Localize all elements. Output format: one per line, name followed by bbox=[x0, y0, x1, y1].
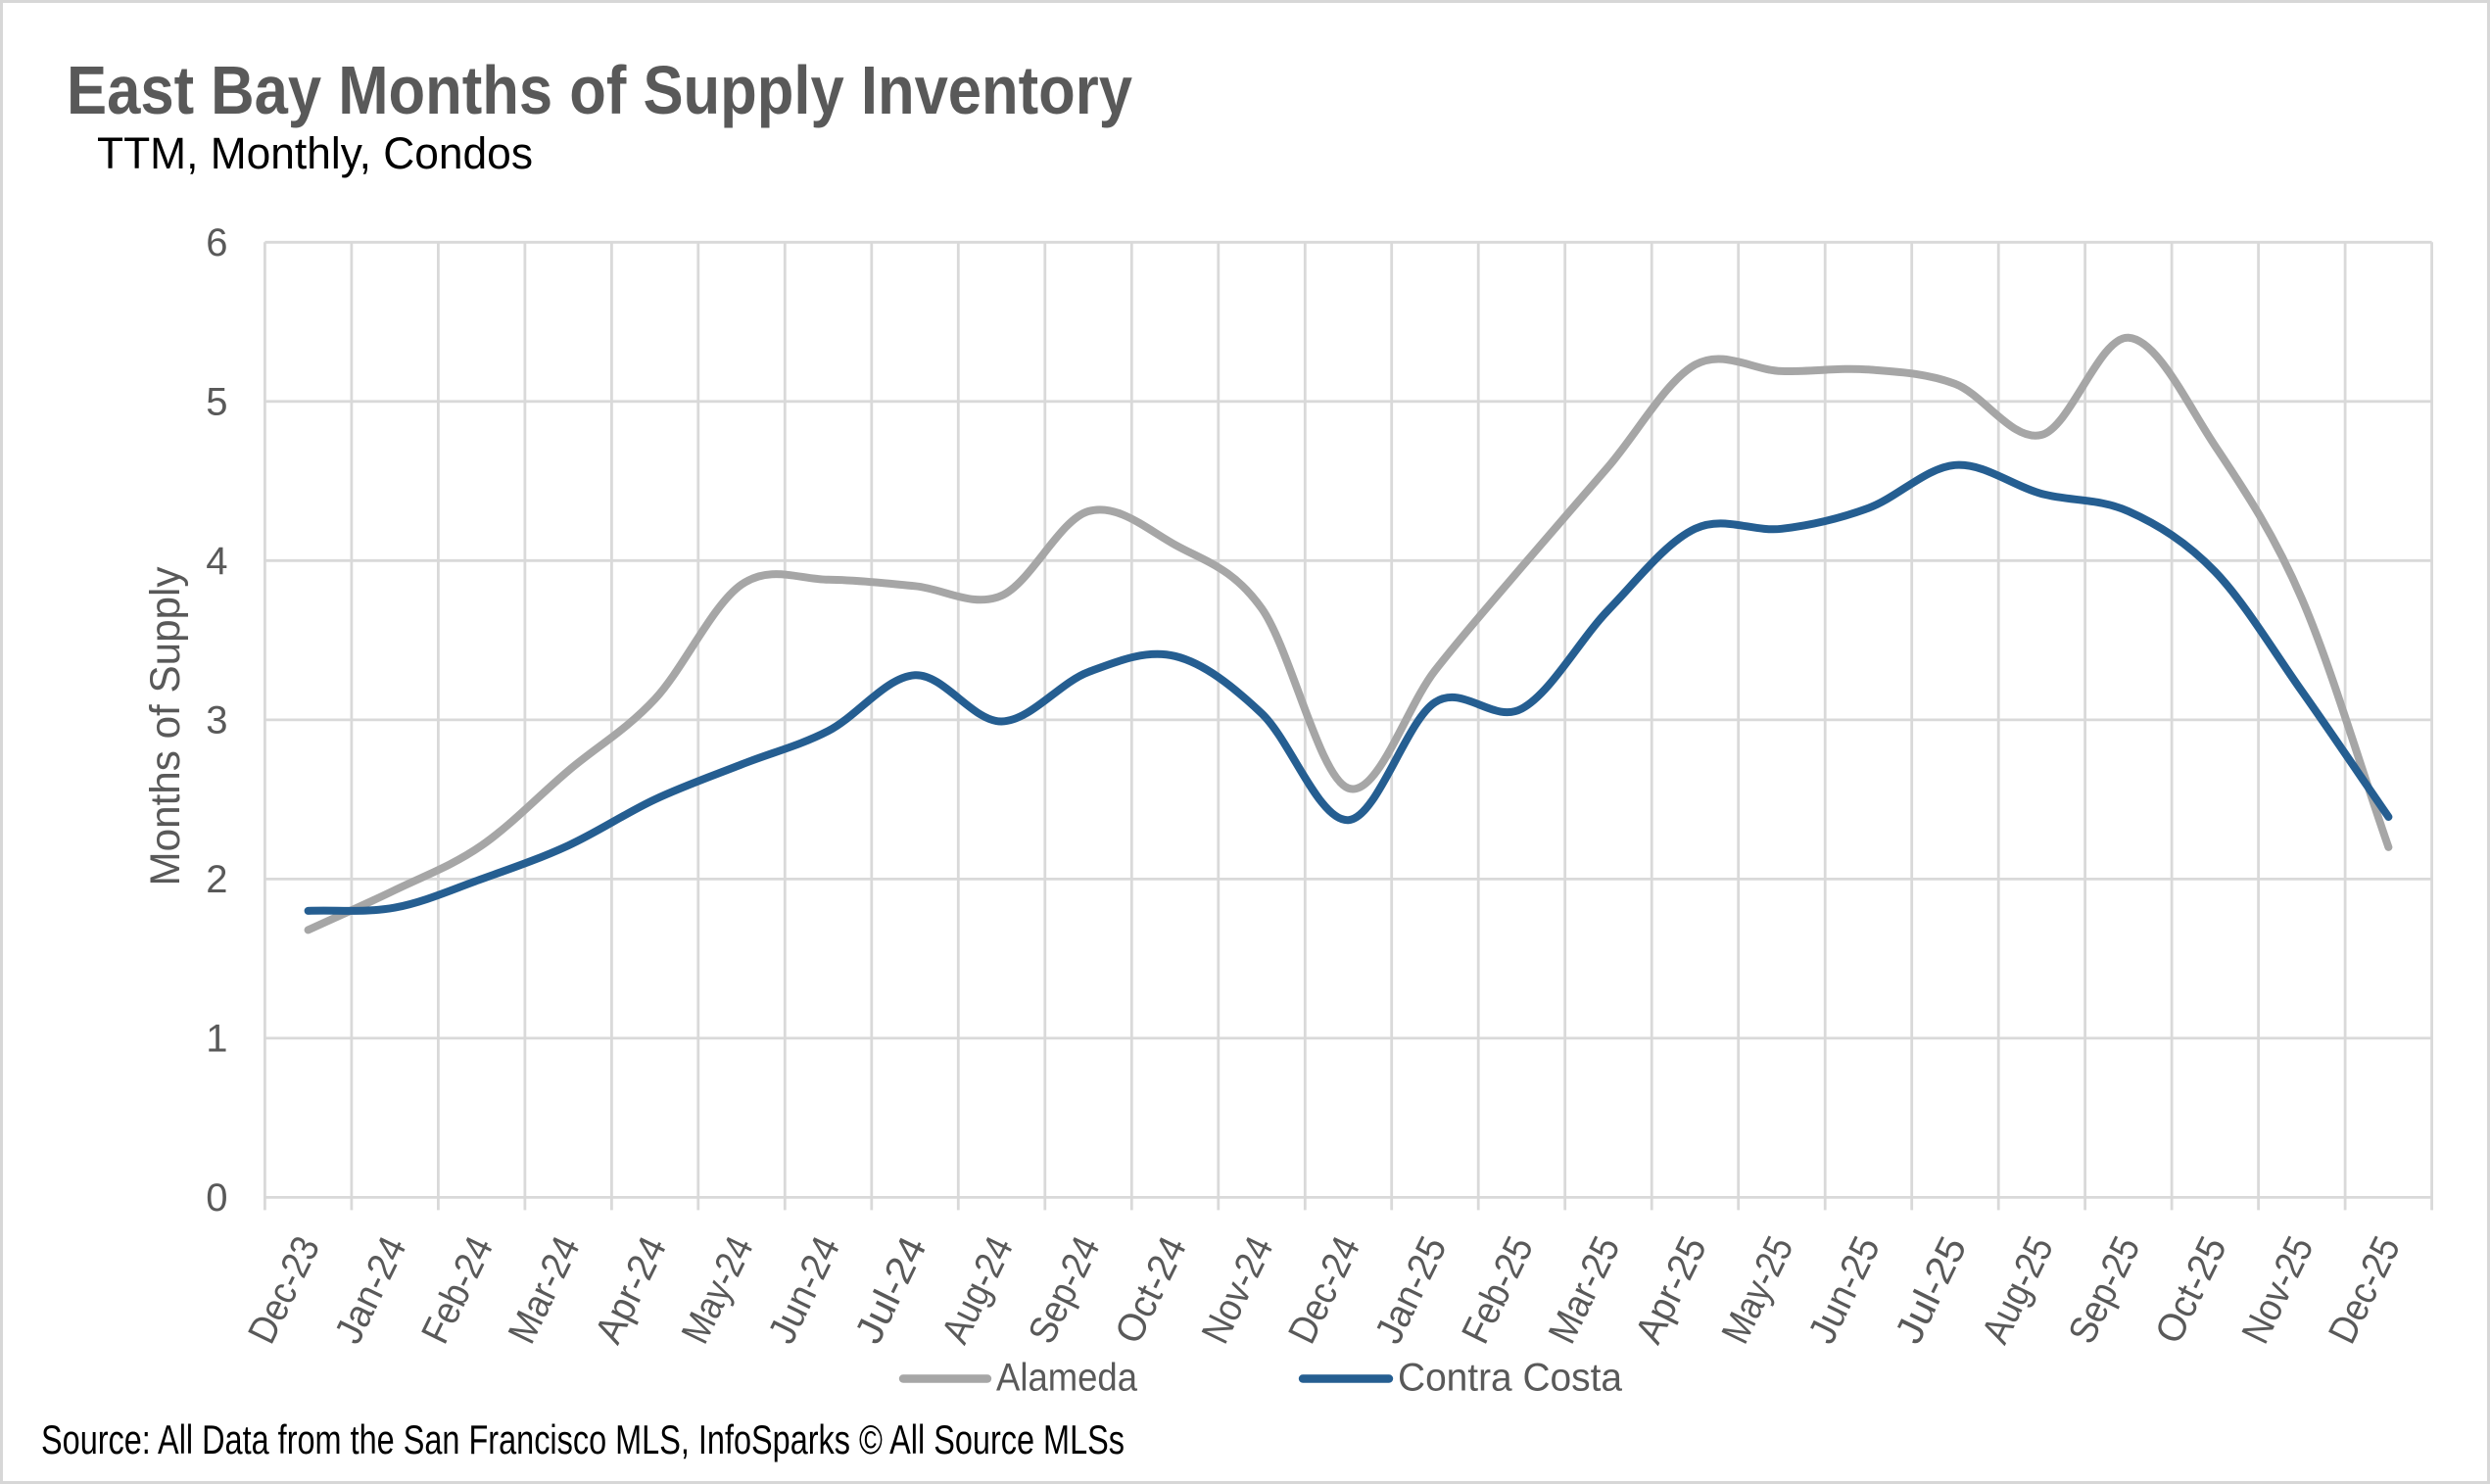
svg-text:East Bay Months of Supply Inve: East Bay Months of Supply Inventory bbox=[67, 52, 1132, 128]
svg-text:5: 5 bbox=[206, 380, 227, 423]
svg-text:6: 6 bbox=[206, 221, 227, 264]
svg-text:3: 3 bbox=[206, 698, 227, 742]
svg-text:Months of Supply: Months of Supply bbox=[142, 566, 189, 886]
svg-text:TTM, Monthly, Condos: TTM, Monthly, Condos bbox=[97, 128, 533, 178]
svg-text:1: 1 bbox=[206, 1017, 227, 1060]
svg-text:Alameda: Alameda bbox=[996, 1357, 1138, 1400]
svg-text:Source: All Data from the San: Source: All Data from the San Francisco … bbox=[41, 1416, 1125, 1462]
svg-text:4: 4 bbox=[206, 540, 227, 583]
svg-text:2: 2 bbox=[206, 858, 227, 901]
svg-text:0: 0 bbox=[206, 1176, 227, 1220]
svg-text:Contra Costa: Contra Costa bbox=[1398, 1357, 1623, 1400]
